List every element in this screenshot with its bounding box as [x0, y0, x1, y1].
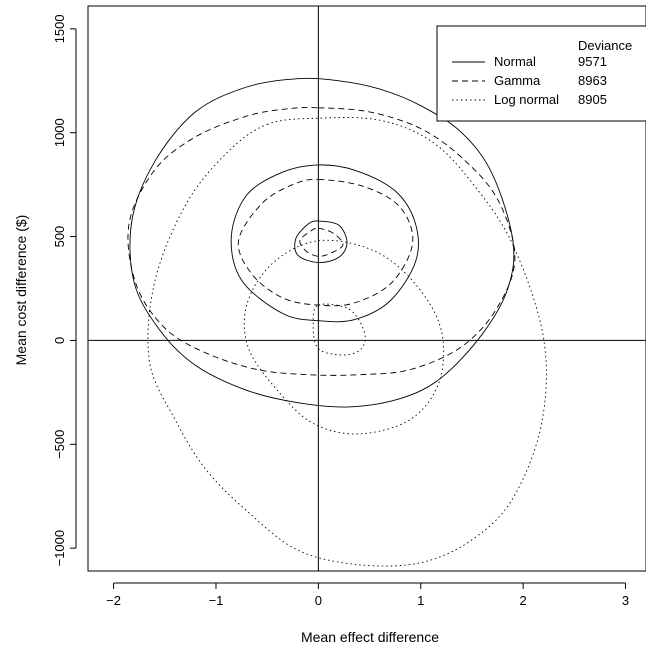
plot-frame	[87, 5, 646, 572]
y-tick-label: −1000	[52, 530, 67, 567]
x-tick-label: 2	[520, 593, 527, 608]
legend-label: Gamma	[494, 73, 541, 88]
legend-label: Log normal	[494, 92, 559, 107]
contour-log-normal-3	[312, 303, 366, 356]
x-tick-label: −1	[209, 593, 224, 608]
x-tick-label: 3	[622, 593, 629, 608]
contour-normal-3	[294, 220, 348, 263]
legend: Deviance Normal 9571 Gamma 8963 Log normal 89…	[436, 25, 646, 122]
contour-normal-2	[230, 164, 419, 323]
y-axis: −1000 −500 0 500 1000 1500	[52, 14, 77, 567]
y-tick-label: 1000	[52, 118, 67, 147]
contour-log-normal-2	[243, 239, 445, 435]
legend-label: Normal	[494, 54, 536, 69]
contour-gamma-3	[299, 227, 344, 257]
contour-log-normal-1	[147, 117, 547, 567]
legend-box	[436, 25, 646, 122]
legend-deviance: 8905	[578, 92, 607, 107]
y-tick-label: 1500	[52, 14, 67, 43]
y-tick-label: 0	[52, 337, 67, 344]
legend-header: Deviance	[578, 38, 632, 53]
contour-gamma-1	[127, 107, 516, 376]
x-axis-title: Mean effect difference	[301, 629, 439, 645]
x-axis: −2 −1 0 1 2 3	[106, 582, 629, 608]
y-tick-label: 500	[52, 226, 67, 248]
legend-deviance: 8963	[578, 73, 607, 88]
x-tick-label: −2	[106, 593, 121, 608]
y-tick-label: −500	[52, 430, 67, 459]
x-tick-label: 1	[417, 593, 424, 608]
legend-deviance: 9571	[578, 54, 607, 69]
y-axis-title: Mean cost difference ($)	[13, 215, 29, 366]
x-tick-label: 0	[315, 593, 322, 608]
